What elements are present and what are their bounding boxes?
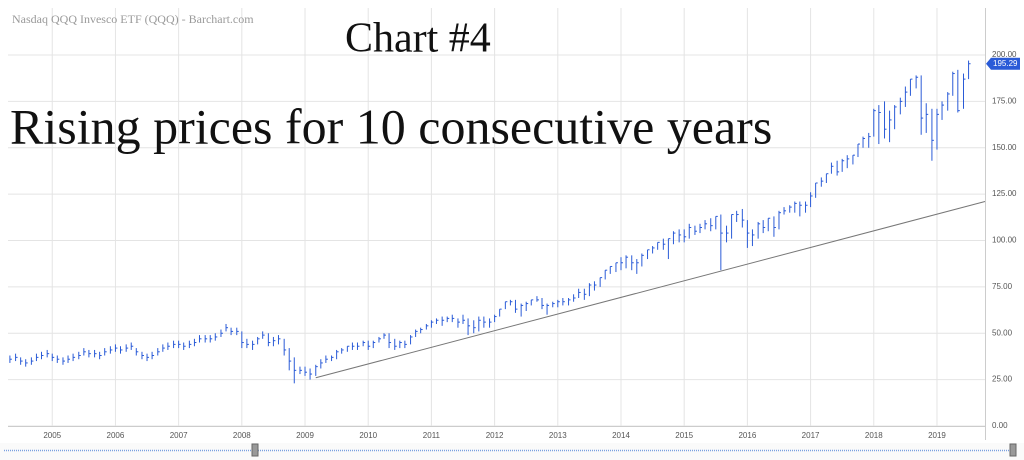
y-tick-label: 150.00 [992, 143, 1017, 152]
scrollbar[interactable] [0, 443, 1024, 460]
y-tick-label: 25.00 [992, 375, 1013, 384]
x-tick-label: 2018 [865, 431, 883, 440]
x-tick-label: 2017 [802, 431, 820, 440]
y-tick-label: 75.00 [992, 282, 1013, 291]
annotation: Rising prices for 10 consecutive years [10, 98, 772, 154]
scrollbar-handle[interactable] [251, 443, 259, 457]
y-tick-label: 125.00 [992, 189, 1017, 198]
x-tick-label: 2009 [296, 431, 314, 440]
x-tick-label: 2006 [107, 431, 125, 440]
x-tick-label: 2008 [233, 431, 251, 440]
x-tick-label: 2013 [549, 431, 567, 440]
y-tick-label: 50.00 [992, 328, 1013, 337]
x-tick-label: 2005 [43, 431, 61, 440]
y-tick-label: 100.00 [992, 236, 1017, 245]
x-tick-label: 2012 [486, 431, 504, 440]
chart-title: Nasdaq QQQ Invesco ETF (QQQ) - Barchart.… [12, 12, 254, 26]
trendline [315, 201, 986, 379]
x-tick-label: 2015 [675, 431, 693, 440]
y-tick-label: 200.00 [992, 50, 1017, 59]
annotation: Chart #4 [345, 16, 491, 62]
last-price-label: 195.29 [993, 59, 1018, 68]
x-tick-label: 2019 [928, 431, 946, 440]
scrollbar-handle[interactable] [1009, 443, 1017, 457]
x-tick-label: 2014 [612, 431, 630, 440]
x-tick-label: 2007 [170, 431, 188, 440]
last-price-badge [986, 57, 1020, 70]
x-tick-label: 2011 [423, 431, 441, 440]
x-tick-label: 2010 [359, 431, 377, 440]
y-tick-label: 175.00 [992, 96, 1017, 105]
y-tick-label: 0.00 [992, 421, 1008, 430]
x-tick-label: 2016 [738, 431, 756, 440]
